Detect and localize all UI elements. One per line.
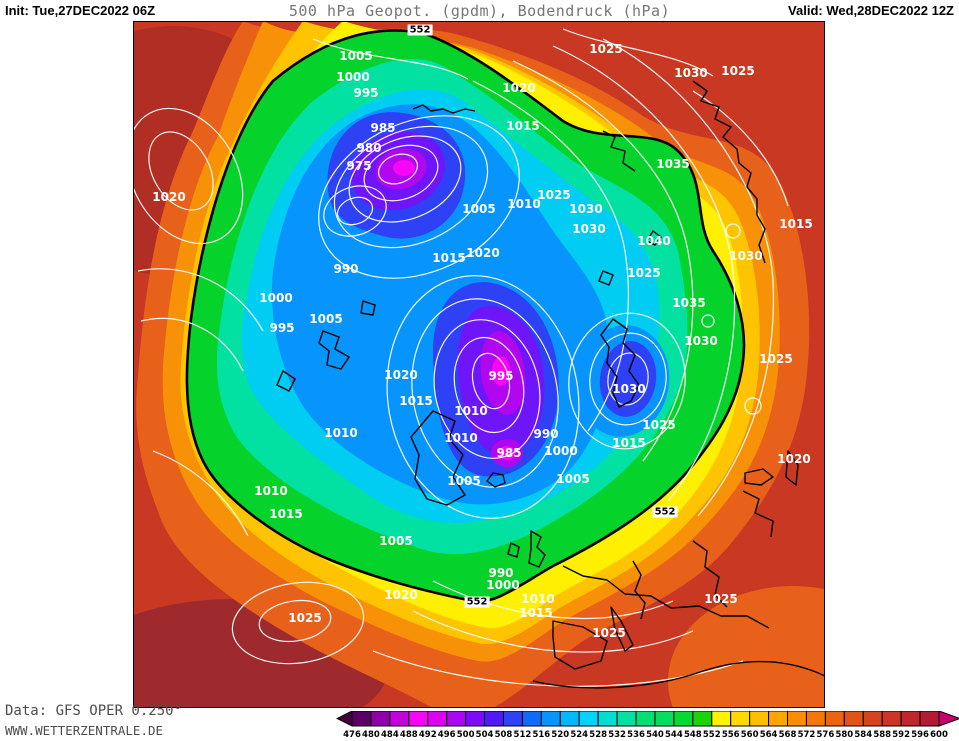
colorbar-segment [521, 710, 542, 727]
colorbar-tick-label: 512 [514, 730, 532, 740]
colorbar-segment [408, 710, 429, 727]
colorbar-segment [768, 710, 789, 727]
map-canvas [133, 21, 825, 708]
colorbar-segment [843, 710, 864, 727]
init-time-label: Init: Tue,27DEC2022 06Z [5, 3, 156, 18]
colorbar-segment [862, 710, 883, 727]
colorbar-tick-label: 556 [722, 730, 740, 740]
geopotential-colorbar: 476 480 484 488 492 496 500 504 508 512 516 520 524 5… [335, 710, 959, 741]
colorbar-segment [502, 710, 523, 727]
colorbar-tick-label: 600 [930, 730, 948, 740]
colorbar-tick-label: 560 [741, 730, 759, 740]
colorbar-tick-label: 496 [438, 730, 456, 740]
colorbar-segment [559, 710, 580, 727]
colorbar-segment [805, 710, 826, 727]
colorbar-tick-label: 484 [381, 730, 399, 740]
colorbar-tick-label: 552 [703, 730, 721, 740]
colorbar-segment [824, 710, 845, 727]
colorbar-tick-label: 476 [343, 730, 361, 740]
colorbar-segment [351, 710, 372, 727]
colorbar-tick-label: 596 [911, 730, 929, 740]
colorbar-segment [578, 710, 599, 727]
colorbar-segment [370, 710, 391, 727]
colorbar-segment [673, 710, 694, 727]
colorbar-segment [692, 710, 713, 727]
colorbar-tick-label: 480 [362, 730, 380, 740]
colorbar-tick-label: 488 [400, 730, 418, 740]
colorbar-segment [711, 710, 732, 727]
colorbar-segment [654, 710, 675, 727]
colorbar-segment [540, 710, 561, 727]
colorbar-tick-label: 516 [532, 730, 550, 740]
colorbar-tick-label: 568 [779, 730, 797, 740]
page-title: 500 hPa Geopot. (gpdm), Bodendruck (hPa) [288, 2, 671, 20]
colorbar-tick-label: 520 [551, 730, 569, 740]
colorbar-tick-label: 544 [665, 730, 683, 740]
colorbar-tick-label: 532 [608, 730, 626, 740]
colorbar-tick-label: 592 [892, 730, 910, 740]
colorbar-tick-label: 576 [817, 730, 835, 740]
colorbar-segment [900, 710, 921, 727]
colorbar-tick-label: 500 [457, 730, 475, 740]
colorbar-tick-label: 536 [627, 730, 645, 740]
colorbar-segment [484, 710, 504, 727]
colorbar-segment [389, 710, 410, 727]
colorbar-segment [787, 710, 807, 727]
colorbar-segment [919, 710, 940, 727]
colorbar-tick-label: 504 [476, 730, 494, 740]
colorbar-segment [446, 710, 467, 727]
colorbar-tick-label: 540 [646, 730, 664, 740]
valid-time-label: Valid: Wed,28DEC2022 12Z [788, 3, 954, 18]
colorbar-tick-label: 492 [419, 730, 437, 740]
colorbar-segment [749, 710, 770, 727]
geopotential-map: 1020 1005 1000 995 985 980 975 990 1000 995 1005 10… [133, 21, 825, 708]
colorbar-segment [881, 710, 902, 727]
colorbar-tick-label: 528 [589, 730, 607, 740]
colorbar-tick-label: 508 [495, 730, 513, 740]
colorbar-tick-label: 572 [798, 730, 816, 740]
colorbar-segment [616, 710, 637, 727]
data-source-label: Data: GFS OPER 0.250° [5, 703, 183, 719]
colorbar-tick-label: 524 [570, 730, 588, 740]
colorbar-tick-label: 564 [760, 730, 778, 740]
colorbar-segment [427, 710, 448, 727]
colorbar-tick-label: 580 [835, 730, 853, 740]
colorbar-segment [730, 710, 751, 727]
colorbar-svg: 476 480 484 488 492 496 500 504 508 512 516 520 524 5… [335, 710, 959, 740]
website-label: WWW.WETTERZENTRALE.DE [5, 723, 164, 738]
colorbar-segment [465, 710, 486, 727]
colorbar-tick-label: 584 [854, 730, 872, 740]
colorbar-segment [635, 710, 656, 727]
colorbar-tick-label: 588 [873, 730, 891, 740]
colorbar-segment [597, 710, 618, 727]
colorbar-tick-label: 548 [684, 730, 702, 740]
